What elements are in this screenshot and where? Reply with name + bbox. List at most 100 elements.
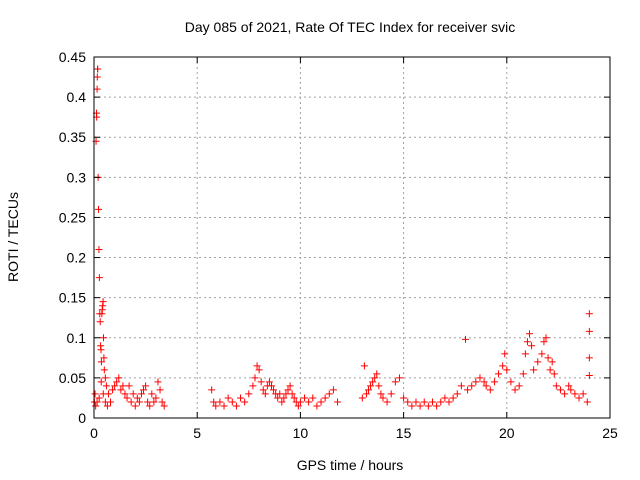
data-point xyxy=(445,398,453,406)
data-point xyxy=(377,390,385,398)
data-point xyxy=(387,390,395,398)
data-point xyxy=(241,398,249,406)
data-point xyxy=(453,390,461,398)
data-point xyxy=(156,386,164,394)
data-point xyxy=(101,374,109,382)
data-point xyxy=(321,394,329,402)
data-point xyxy=(93,398,101,406)
data-point xyxy=(325,390,333,398)
data-point xyxy=(526,330,534,338)
data-point xyxy=(495,370,503,378)
data-point xyxy=(367,382,375,390)
data-point xyxy=(127,398,135,406)
y-tick-label: 0.4 xyxy=(67,89,87,105)
data-point xyxy=(142,382,150,390)
data-point xyxy=(482,382,490,390)
data-point xyxy=(253,362,261,370)
data-point xyxy=(123,394,131,402)
data-point xyxy=(95,274,103,282)
data-point xyxy=(521,350,529,358)
y-tick-label: 0.2 xyxy=(67,250,87,266)
data-point xyxy=(472,378,480,386)
data-point xyxy=(530,366,538,374)
data-point xyxy=(457,382,465,390)
axis-ticks: 0 0.05 0.1 0.15 0.2 0.25 0.3 0.35 0.4 0.45 0 5 10 15 2… xyxy=(59,49,618,441)
data-point xyxy=(95,205,103,213)
data-point xyxy=(237,394,245,402)
data-point xyxy=(565,382,573,390)
data-point xyxy=(583,398,591,406)
data-point xyxy=(428,398,436,406)
data-point xyxy=(268,382,276,390)
grid-lines xyxy=(94,57,610,418)
y-tick-label: 0.1 xyxy=(67,330,87,346)
data-point xyxy=(93,85,101,93)
data-point xyxy=(95,246,103,254)
data-point xyxy=(115,374,123,382)
data-point xyxy=(544,354,552,362)
data-point xyxy=(131,402,139,410)
data-point xyxy=(97,346,105,354)
data-point xyxy=(257,378,265,386)
data-point xyxy=(528,342,536,350)
x-tick-label: 10 xyxy=(293,425,309,441)
data-point xyxy=(212,402,220,410)
data-point xyxy=(146,402,154,410)
data-point xyxy=(365,386,373,394)
data-point xyxy=(334,398,342,406)
data-point xyxy=(579,390,587,398)
data-point xyxy=(119,382,127,390)
data-point xyxy=(309,394,317,402)
data-point xyxy=(416,402,424,410)
data-point xyxy=(358,394,366,402)
data-point xyxy=(567,386,575,394)
data-point xyxy=(420,398,428,406)
data-point xyxy=(99,298,107,306)
data-point xyxy=(464,386,472,394)
y-tick-label: 0.45 xyxy=(59,49,86,65)
data-point xyxy=(95,394,103,402)
data-point xyxy=(158,398,166,406)
data-point xyxy=(100,366,108,374)
data-point xyxy=(144,398,152,406)
data-point xyxy=(111,382,119,390)
data-point xyxy=(133,394,141,402)
data-point xyxy=(121,390,129,398)
data-point xyxy=(93,73,101,81)
y-tick-label: 0.35 xyxy=(59,129,86,145)
data-point xyxy=(249,382,257,390)
data-point xyxy=(210,398,218,406)
data-point xyxy=(519,370,527,378)
data-point xyxy=(282,390,290,398)
data-point xyxy=(148,390,156,398)
data-point xyxy=(383,398,391,406)
data-point xyxy=(97,378,105,386)
data-point xyxy=(102,382,110,390)
data-point xyxy=(261,390,269,398)
data-point xyxy=(468,382,476,390)
data-point xyxy=(561,390,569,398)
data-point xyxy=(99,334,107,342)
data-point xyxy=(255,366,263,374)
data-point xyxy=(408,402,416,410)
data-point xyxy=(373,370,381,378)
x-tick-label: 15 xyxy=(396,425,412,441)
data-point xyxy=(154,378,162,386)
data-point xyxy=(371,374,379,382)
data-point xyxy=(550,370,558,378)
data-point xyxy=(150,398,158,406)
data-point xyxy=(220,402,228,410)
data-point xyxy=(109,386,117,394)
data-point xyxy=(216,398,224,406)
data-point xyxy=(391,378,399,386)
y-tick-label: 0 xyxy=(78,410,86,426)
data-point xyxy=(259,386,267,394)
data-point xyxy=(575,394,583,402)
data-point xyxy=(540,338,548,346)
plot-frame xyxy=(93,56,611,419)
data-point xyxy=(208,386,216,394)
x-tick-label: 20 xyxy=(499,425,515,441)
data-point xyxy=(507,378,515,386)
data-point xyxy=(274,394,282,402)
